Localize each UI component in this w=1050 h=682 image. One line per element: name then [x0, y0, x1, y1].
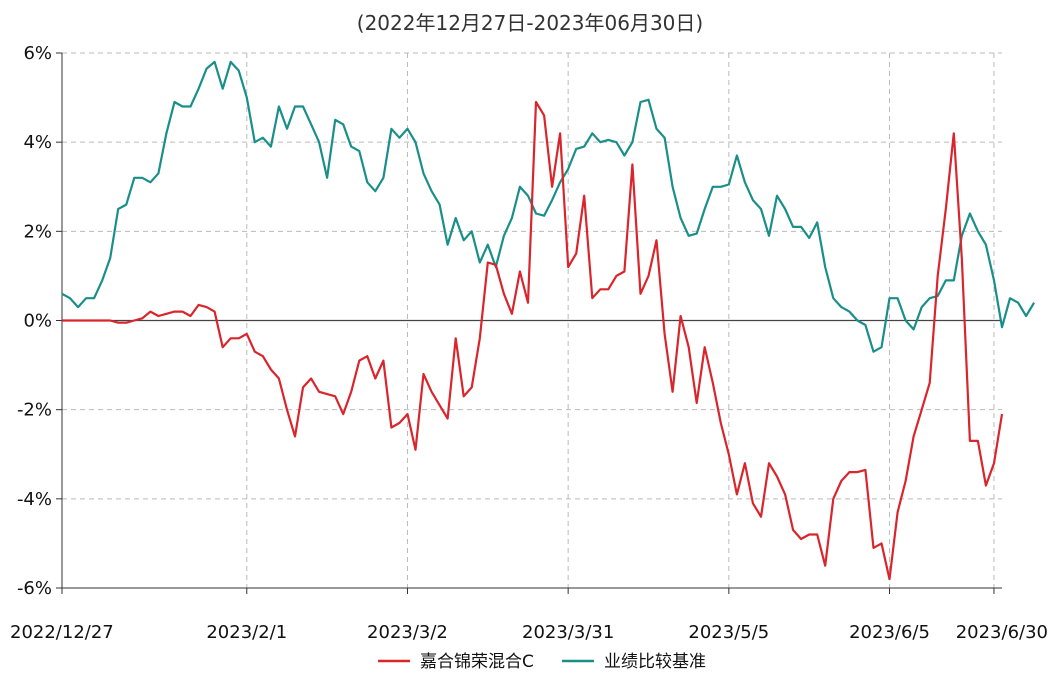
x-tick-label: 2023/5/5 [688, 622, 769, 643]
y-tick-label: 6% [23, 43, 52, 64]
y-tick-label: 4% [23, 132, 52, 153]
x-tick-label: 2023/6/30 [956, 622, 1048, 643]
y-tick-label: -4% [17, 489, 52, 510]
x-tick-label: 2023/6/5 [849, 622, 930, 643]
series-lines [61, 60, 1036, 581]
series-line-0 [62, 100, 1004, 581]
legend-label: 嘉合锦荣混合C [420, 652, 534, 672]
y-tick-label: 0% [23, 311, 52, 332]
x-tick-label: 2022/12/27 [10, 622, 114, 643]
x-tick-label: 2023/3/2 [367, 622, 448, 643]
legend-label: 业绩比较基准 [604, 652, 706, 672]
series-line-1 [61, 60, 1036, 353]
y-tick-label: 2% [23, 221, 52, 242]
legend: 嘉合锦荣混合C 业绩比较基准 [378, 652, 706, 672]
y-tick-label: -2% [17, 400, 52, 421]
y-tick-label: -6% [17, 578, 52, 599]
x-tick-label: 2023/2/1 [206, 622, 287, 643]
x-tick-label: 2023/3/31 [522, 622, 614, 643]
axes: 6% 4% 2% 0% -2% -4% -6% 2022/12/27 2023/2/1 2023/… [10, 43, 1048, 643]
chart-title: (2022年12月27日-2023年06月30日) [357, 11, 703, 35]
